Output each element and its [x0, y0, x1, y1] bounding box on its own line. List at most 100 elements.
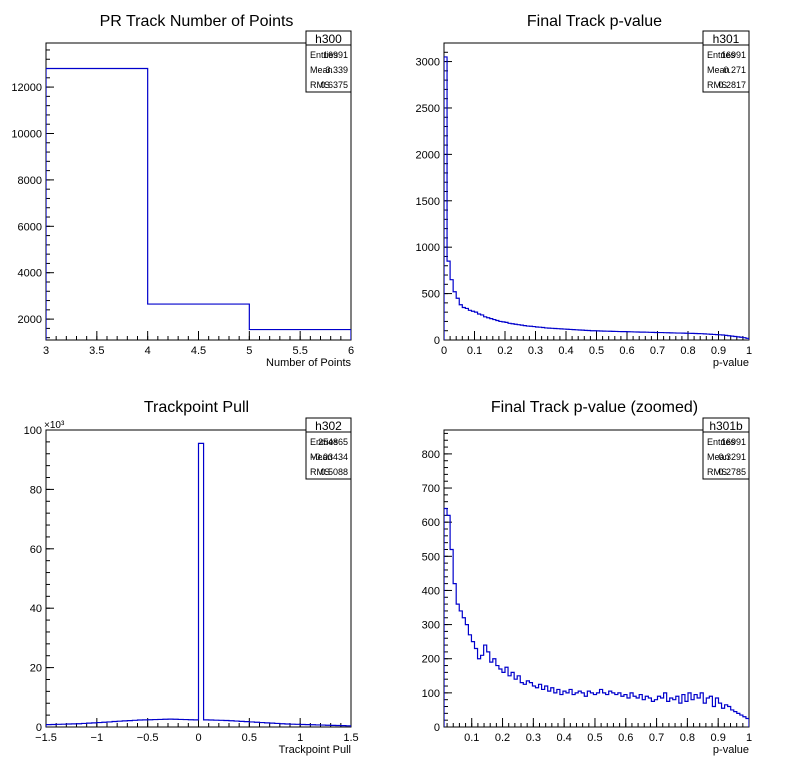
- histogram-series: [444, 507, 749, 727]
- x-tick-label: −1.5: [35, 732, 57, 744]
- chart-panel-4: Final Track p-value (zoomed) 0 100 200 300 40…: [422, 399, 752, 756]
- x-tick-label: 0.7: [649, 732, 664, 744]
- stats-entries-label: Entries: [707, 50, 736, 60]
- stats-entries-label: Entries: [707, 437, 736, 447]
- x-tick-label: 0.5: [587, 732, 602, 744]
- y-tick-label: 100: [24, 425, 42, 437]
- x-axis-label: p-value: [713, 744, 749, 756]
- y-tick-label: 6000: [18, 221, 42, 233]
- x-tick-label: 5: [246, 345, 252, 357]
- y-tick-label: 1500: [416, 196, 440, 208]
- y-tick-label: 500: [422, 289, 440, 301]
- stats-entries-value: 254865: [318, 437, 348, 447]
- stats-name: h301b: [709, 419, 743, 433]
- stats-rms-label: RMS: [707, 467, 727, 477]
- stats-name: h301: [713, 32, 740, 46]
- y-tick-label: 200: [422, 654, 440, 666]
- x-tick-label: 0.5: [589, 345, 604, 357]
- x-axis-label: p-value: [713, 357, 749, 369]
- y-tick-label: 20: [30, 663, 42, 675]
- y-tick-label: 0: [434, 335, 440, 347]
- y-tick-label: 8000: [18, 175, 42, 187]
- chart-title: Trackpoint Pull: [144, 399, 249, 416]
- x-tick-label: −0.5: [137, 732, 159, 744]
- stats-mean-value: 3.339: [325, 65, 348, 75]
- stats-entries-label: Entries: [310, 437, 339, 447]
- y-tick-label: 700: [422, 483, 440, 495]
- stats-mean-value: 0.3291: [718, 452, 746, 462]
- x-tick-label: 1: [746, 345, 752, 357]
- stats-rms-label: RMS: [310, 467, 330, 477]
- x-tick-label: 5.5: [293, 345, 308, 357]
- stats-name: h300: [315, 32, 342, 46]
- x-tick-label: 3: [43, 345, 49, 357]
- stats-mean-label: Mean: [707, 452, 730, 462]
- y-tick-label: 100: [422, 688, 440, 700]
- y-tick-label: 40: [30, 603, 42, 615]
- x-tick-label: 0.3: [526, 732, 541, 744]
- y-tick-label: 12000: [11, 82, 42, 94]
- x-tick-label: 0.1: [467, 345, 482, 357]
- chart-panel-3: Trackpoint Pull 0 20 40 60 80 100 ×10³ −1.5 −1 −0.…: [24, 399, 359, 756]
- y-exponent-label: ×10³: [44, 420, 65, 431]
- chart-title: Final Track p-value (zoomed): [491, 399, 698, 416]
- stats-rms-value: 0.6375: [320, 80, 348, 90]
- stats-rms-value: 0.2817: [718, 80, 746, 90]
- stats-rms-label: RMS: [707, 80, 727, 90]
- x-tick-label: 4: [145, 345, 151, 357]
- stats-mean-label: Mean: [310, 65, 333, 75]
- stats-rms-value: 0.5088: [320, 467, 348, 477]
- x-tick-label: 0.1: [464, 732, 479, 744]
- chart-panel-2: Final Track p-value 0 500 1000 1500 2000 2500 3…: [416, 13, 753, 369]
- y-tick-label: 2500: [416, 103, 440, 115]
- x-tick-label: 1: [297, 732, 303, 744]
- x-tick-label: 0.7: [650, 345, 665, 357]
- y-tick-label: 0: [434, 722, 440, 734]
- stats-rms-label: RMS: [310, 80, 330, 90]
- x-tick-label: 0.4: [557, 732, 572, 744]
- stats-entries-value: 16991: [721, 437, 746, 447]
- x-axis-label: Number of Points: [266, 357, 351, 369]
- x-tick-label: 0.6: [619, 345, 634, 357]
- y-tick-label: 60: [30, 544, 42, 556]
- y-tick-label: 400: [422, 585, 440, 597]
- stats-rms-value: 0.2785: [718, 467, 746, 477]
- y-tick-label: 300: [422, 620, 440, 632]
- x-tick-label: 3.5: [89, 345, 104, 357]
- stats-entries-label: Entries: [310, 50, 339, 60]
- stats-box-frame: [305, 30, 352, 93]
- x-tick-label: 0.8: [680, 345, 695, 357]
- x-tick-label: 6: [348, 345, 354, 357]
- y-tick-label: 2000: [18, 314, 42, 326]
- stats-mean-label: Mean: [707, 65, 730, 75]
- x-tick-label: 0: [441, 345, 447, 357]
- x-tick-label: 1.5: [343, 732, 358, 744]
- y-tick-label: 10000: [11, 128, 42, 140]
- stats-mean-label: Mean: [310, 452, 333, 462]
- y-tick-label: 0: [36, 722, 42, 734]
- y-tick-label: 600: [422, 517, 440, 529]
- y-tick-label: 1000: [416, 242, 440, 254]
- y-tick-label: 4000: [18, 268, 42, 280]
- y-tick-label: 800: [422, 449, 440, 461]
- histogram-series: [46, 67, 351, 340]
- x-tick-label: 0.9: [711, 732, 726, 744]
- x-tick-label: 0.5: [242, 732, 257, 744]
- plot-frame: [45, 42, 352, 341]
- x-tick-label: 0.8: [680, 732, 695, 744]
- chart-panel-1: PR Track Number of Points 2000 4000 6000 800…: [11, 13, 354, 369]
- stats-name: h302: [315, 419, 342, 433]
- x-tick-label: 1: [746, 732, 752, 744]
- histogram-series: [444, 56, 749, 340]
- stats-entries-value: 16991: [721, 50, 746, 60]
- x-tick-label: −1: [91, 732, 104, 744]
- chart-title: PR Track Number of Points: [100, 13, 294, 30]
- x-tick-label: 0.2: [497, 345, 512, 357]
- chart-title: Final Track p-value: [527, 13, 662, 30]
